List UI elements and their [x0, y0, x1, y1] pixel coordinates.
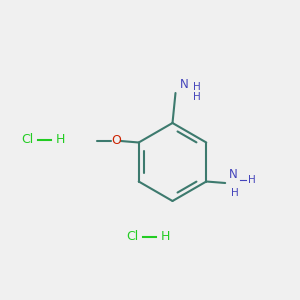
Text: N: N [229, 169, 238, 182]
Text: N: N [180, 78, 189, 91]
Text: H: H [56, 133, 65, 146]
Text: H: H [248, 175, 256, 185]
Text: Cl: Cl [21, 133, 33, 146]
Text: H: H [193, 82, 200, 92]
Text: Cl: Cl [126, 230, 138, 244]
Text: H: H [231, 188, 238, 198]
Text: O: O [111, 134, 121, 147]
Text: H: H [193, 92, 200, 102]
Text: H: H [160, 230, 170, 244]
